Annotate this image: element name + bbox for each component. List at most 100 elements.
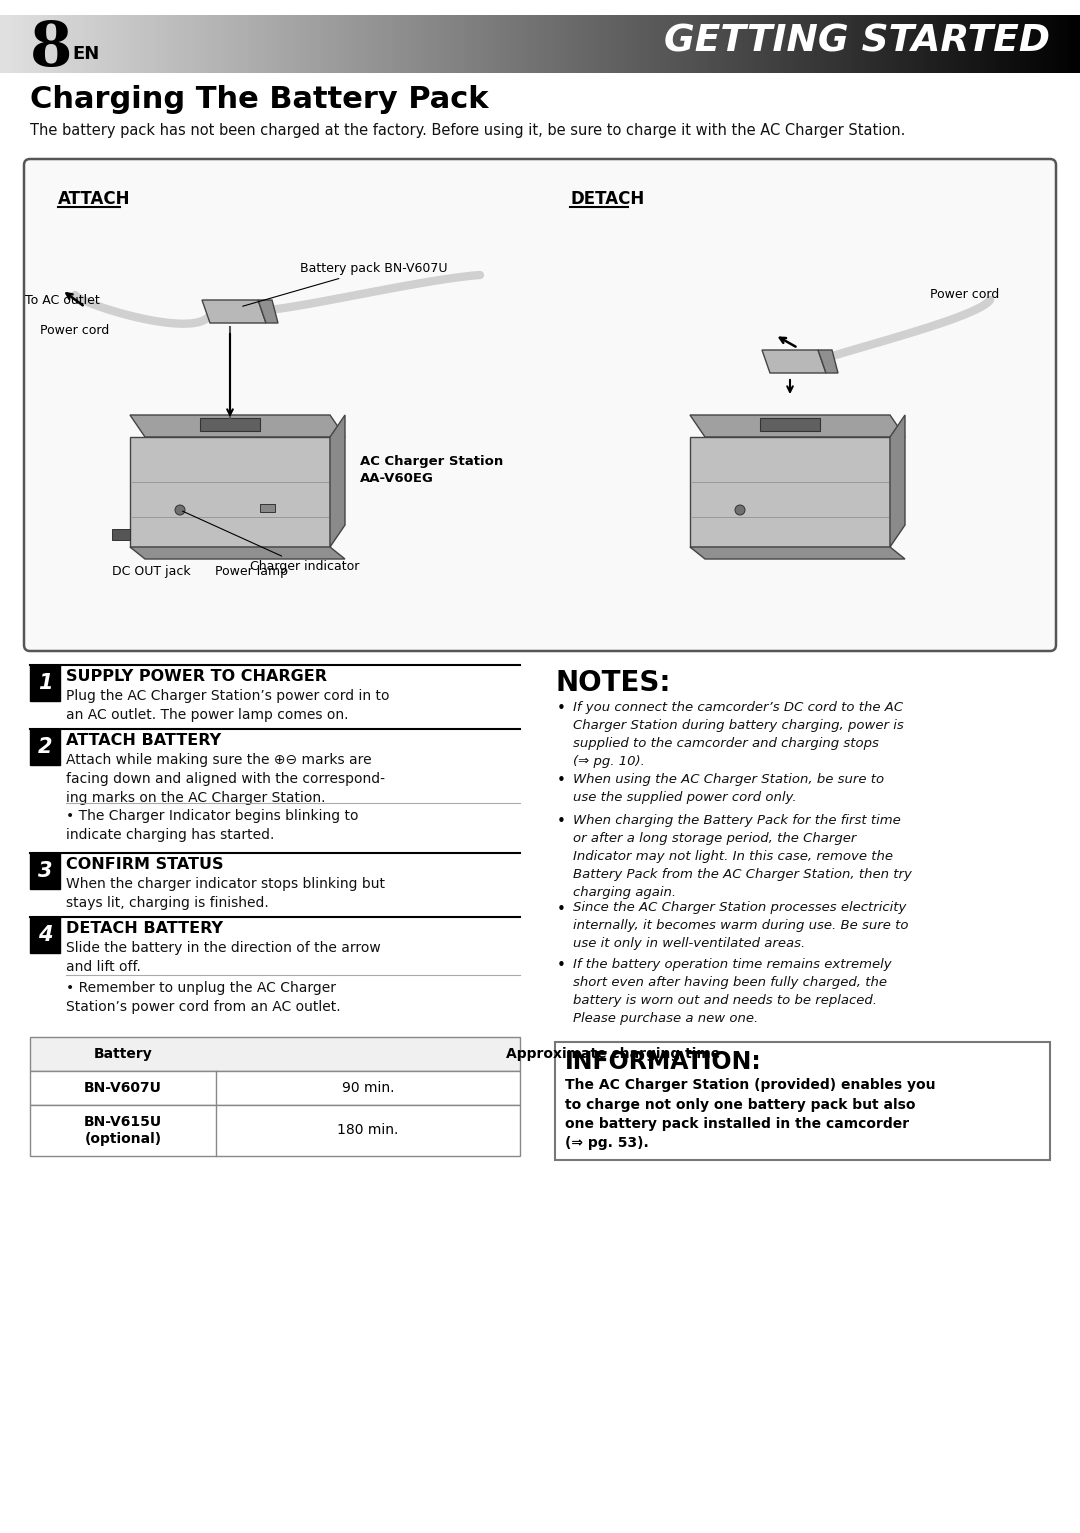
Bar [597, 15, 603, 74]
Bar [187, 15, 192, 74]
Bar [602, 15, 606, 74]
Bar [511, 15, 516, 74]
Bar [691, 15, 696, 74]
Bar [1037, 15, 1041, 74]
Bar [40, 15, 44, 74]
Polygon shape [200, 419, 260, 431]
Text: When using the AC Charger Station, be sure to
use the supplied power cord only.: When using the AC Charger Station, be su… [573, 773, 885, 803]
Bar [605, 15, 609, 74]
Bar [1034, 15, 1038, 74]
Bar [353, 15, 357, 74]
Bar [662, 15, 667, 74]
Bar [464, 15, 469, 74]
Polygon shape [690, 415, 905, 437]
Bar [421, 15, 426, 74]
Bar [882, 15, 887, 74]
Text: 180 min.: 180 min. [337, 1124, 399, 1137]
Bar [813, 15, 819, 74]
Bar [367, 15, 372, 74]
Bar [591, 15, 595, 74]
Bar [677, 15, 681, 74]
Bar [796, 15, 800, 74]
Bar [562, 15, 566, 74]
Bar [194, 15, 199, 74]
Bar [370, 15, 376, 74]
Bar [450, 15, 455, 74]
Bar [483, 15, 487, 74]
Bar [208, 15, 214, 74]
Bar [1023, 15, 1027, 74]
Bar [994, 15, 998, 74]
Bar [1051, 15, 1056, 74]
Bar [461, 15, 465, 74]
Text: Charger indicator: Charger indicator [183, 510, 360, 573]
Bar [1026, 15, 1030, 74]
Bar [767, 15, 771, 74]
Bar [489, 15, 495, 74]
Bar [342, 15, 347, 74]
Polygon shape [130, 547, 345, 560]
Bar [932, 15, 937, 74]
Text: Battery pack BN-V607U: Battery pack BN-V607U [243, 262, 447, 307]
Bar [824, 15, 829, 74]
Bar [705, 15, 711, 74]
Bar [738, 15, 743, 74]
Bar [731, 15, 735, 74]
Text: •: • [557, 773, 566, 788]
Bar [0, 15, 4, 74]
Bar [332, 15, 336, 74]
Bar [324, 15, 328, 74]
Bar [666, 15, 671, 74]
Bar [748, 15, 754, 74]
Bar [680, 15, 685, 74]
Bar [670, 15, 674, 74]
Bar [915, 15, 919, 74]
Bar [475, 15, 480, 74]
Bar [112, 529, 130, 540]
Bar [418, 15, 422, 74]
Bar [83, 15, 87, 74]
Bar [842, 15, 847, 74]
Bar [867, 15, 873, 74]
Bar [346, 15, 350, 74]
Bar [1058, 15, 1063, 74]
Bar [918, 15, 922, 74]
Bar [410, 15, 415, 74]
Text: 4: 4 [38, 924, 52, 944]
Bar [381, 15, 387, 74]
Bar [30, 1036, 519, 1072]
Text: •: • [557, 701, 566, 716]
Bar [30, 730, 60, 765]
Bar [1048, 15, 1052, 74]
Bar [720, 15, 725, 74]
Bar [126, 15, 131, 74]
Bar [256, 15, 260, 74]
Circle shape [175, 504, 185, 515]
Bar [821, 15, 825, 74]
Bar [46, 15, 52, 74]
Bar [580, 15, 584, 74]
Text: To AC outlet: To AC outlet [25, 293, 99, 307]
Bar [990, 15, 995, 74]
Bar [478, 15, 484, 74]
Bar [518, 15, 523, 74]
Bar [392, 15, 397, 74]
Bar [165, 15, 171, 74]
Bar [219, 15, 225, 74]
Bar [105, 15, 109, 74]
Bar [234, 15, 239, 74]
Bar [727, 15, 732, 74]
Bar [612, 15, 617, 74]
Bar [673, 15, 678, 74]
Bar [1062, 15, 1067, 74]
Bar [378, 15, 382, 74]
Bar [119, 15, 123, 74]
Bar [284, 15, 289, 74]
Bar [576, 15, 581, 74]
Bar [532, 15, 538, 74]
Bar [558, 15, 563, 74]
Bar [335, 15, 339, 74]
Bar [764, 15, 768, 74]
Bar [213, 15, 217, 74]
Text: The battery pack has not been charged at the factory. Before using it, be sure t: The battery pack has not been charged at… [30, 123, 905, 138]
